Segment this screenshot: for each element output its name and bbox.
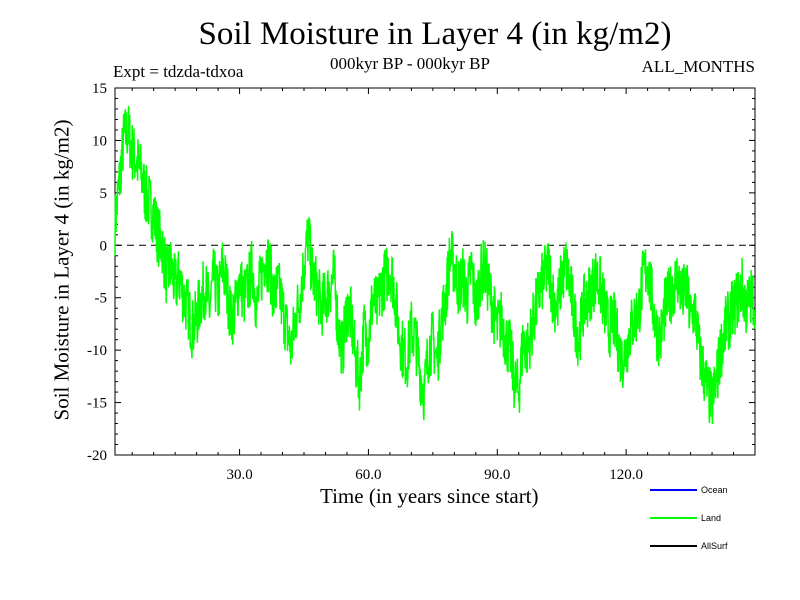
series-line-land [114, 105, 756, 425]
x-tick-label: 60.0 [355, 467, 381, 483]
legend-label-land: Land [701, 513, 721, 523]
y-tick-label: 15 [92, 81, 107, 97]
plot-frame [114, 87, 756, 456]
chart-title: Soil Moisture in Layer 4 (in kg/m2) [198, 16, 672, 52]
x-tick-label: 90.0 [484, 467, 510, 483]
y-tick-label: -15 [87, 396, 107, 412]
legend-label-allsurf: AllSurf [701, 541, 728, 551]
period-label: 000kyr BP - 000kyr BP [330, 54, 490, 73]
y-tick-label: 5 [100, 186, 108, 202]
y-tick-label: -5 [95, 291, 108, 307]
y-tick-label: 0 [100, 238, 108, 254]
y-tick-label: -20 [87, 448, 107, 464]
x-axis-label: Time (in years since start) [320, 484, 539, 508]
x-tick-label: 120.0 [609, 467, 643, 483]
y-tick-label: -10 [87, 343, 107, 359]
months-label: ALL_MONTHS [641, 57, 755, 76]
experiment-label: Expt = tdzda-tdxoa [113, 62, 244, 81]
x-tick-label: 30.0 [226, 467, 252, 483]
y-tick-label: 10 [92, 133, 107, 149]
legend-label-ocean: Ocean [701, 485, 728, 495]
